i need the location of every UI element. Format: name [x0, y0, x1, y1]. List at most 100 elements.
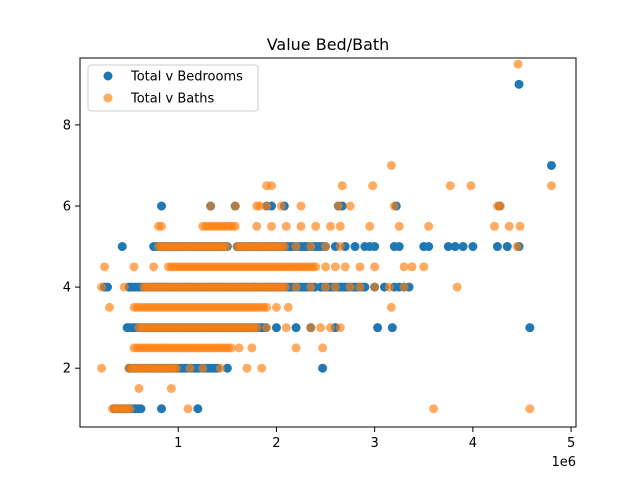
data-point — [370, 262, 380, 272]
y-axis: 2 4 6 8 — [63, 118, 80, 377]
data-point — [262, 201, 272, 211]
plot-frame — [79, 57, 577, 428]
data-point — [271, 323, 281, 333]
data-point — [117, 242, 127, 252]
x-axis: 1 2 3 4 5 — [174, 427, 575, 451]
legend-marker — [103, 93, 113, 103]
data-point — [386, 160, 396, 170]
data-point — [525, 323, 535, 333]
data-point — [365, 221, 375, 231]
series-2-points — [97, 59, 556, 414]
data-point — [267, 221, 277, 231]
data-point — [316, 323, 326, 333]
data-point — [206, 201, 216, 211]
data-point — [136, 404, 146, 414]
data-point — [296, 201, 306, 211]
data-point — [370, 242, 380, 252]
data-point — [291, 323, 301, 333]
data-point — [345, 201, 355, 211]
data-point — [394, 221, 404, 231]
x-tick-label: 3 — [371, 436, 379, 451]
data-point — [321, 242, 331, 252]
data-point — [387, 323, 397, 333]
data-point — [399, 262, 409, 272]
data-point — [419, 262, 429, 272]
data-point — [325, 221, 335, 231]
data-point — [450, 242, 460, 252]
data-point — [262, 302, 272, 312]
data-point — [515, 221, 525, 231]
data-point — [394, 242, 404, 252]
data-point — [283, 302, 293, 312]
data-point — [513, 59, 523, 69]
data-point — [281, 221, 291, 231]
data-point — [129, 262, 139, 272]
data-point — [257, 363, 267, 373]
data-point — [157, 404, 167, 414]
data-point — [345, 282, 355, 292]
data-point — [171, 363, 181, 373]
data-point — [255, 201, 265, 211]
data-point — [97, 363, 107, 373]
data-point — [157, 201, 167, 211]
legend-box — [87, 64, 259, 112]
data-point — [119, 282, 129, 292]
chart-title: Value Bed/Bath — [267, 35, 390, 54]
data-point — [252, 221, 262, 231]
data-point — [318, 343, 328, 353]
data-point — [355, 262, 365, 272]
data-point — [429, 404, 439, 414]
data-point — [502, 242, 512, 252]
x-tick-label: 4 — [469, 436, 477, 451]
data-point — [546, 160, 556, 170]
data-point — [407, 262, 417, 272]
data-point — [306, 242, 316, 252]
data-point — [104, 302, 114, 312]
legend: Total v Bedrooms Total v Baths — [87, 64, 259, 112]
data-point — [230, 201, 240, 211]
data-point — [466, 181, 476, 191]
data-point — [193, 404, 203, 414]
legend-label: Total v Bedrooms — [130, 70, 243, 85]
data-point — [267, 181, 277, 191]
data-point — [340, 262, 350, 272]
data-point — [280, 282, 290, 292]
y-tick-label: 6 — [63, 200, 71, 215]
data-point — [330, 262, 340, 272]
data-point — [296, 221, 306, 231]
data-point — [271, 302, 281, 312]
data-point — [276, 201, 286, 211]
x-tick-label: 2 — [272, 436, 280, 451]
data-point — [445, 181, 455, 191]
data-point — [311, 221, 321, 231]
data-point — [489, 221, 499, 231]
data-point — [318, 363, 328, 373]
y-tick-label: 4 — [63, 281, 71, 296]
data-point — [468, 242, 478, 252]
data-point — [183, 404, 193, 414]
data-point — [504, 221, 514, 231]
data-point — [512, 242, 522, 252]
data-point — [97, 282, 107, 292]
data-point — [221, 242, 231, 252]
data-point — [424, 221, 434, 231]
data-point — [306, 323, 316, 333]
data-point — [458, 242, 468, 252]
data-point — [311, 262, 321, 272]
data-point — [149, 262, 159, 272]
data-point — [215, 363, 225, 373]
data-point — [525, 404, 535, 414]
data-point — [389, 201, 399, 211]
data-point — [355, 282, 365, 292]
data-point — [247, 343, 257, 353]
data-point — [134, 383, 144, 393]
points-layer — [97, 59, 556, 414]
data-point — [125, 404, 135, 414]
data-point — [279, 242, 289, 252]
data-point — [546, 181, 556, 191]
data-point — [291, 343, 301, 353]
data-point — [252, 323, 262, 333]
x-offset-label: 1e6 — [551, 455, 576, 470]
data-point — [157, 221, 167, 231]
